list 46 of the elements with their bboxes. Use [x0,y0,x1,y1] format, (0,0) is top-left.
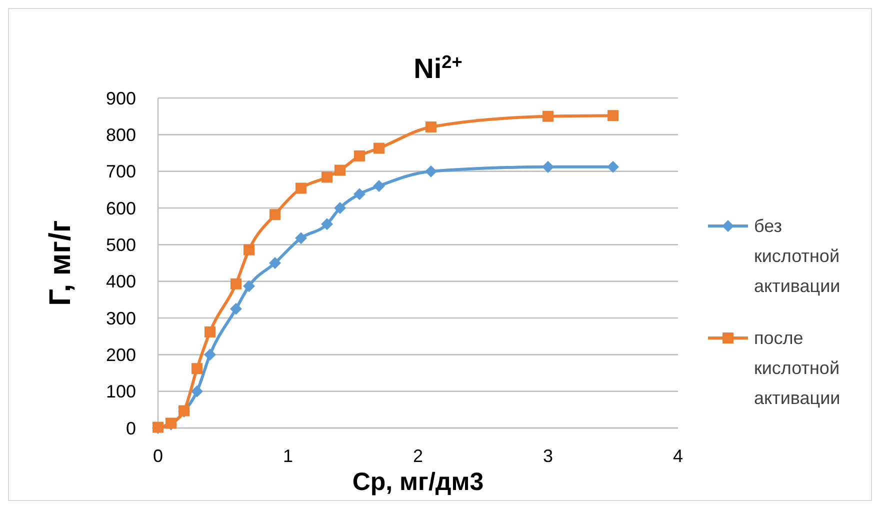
x-tick-label: 2 [412,446,424,466]
point [374,142,384,154]
x-tick-label: 4 [672,446,684,466]
point [296,182,306,194]
x-tick-label: 3 [542,446,554,466]
point [334,164,346,176]
point [321,218,333,230]
y-tick-label: 600 [106,198,136,218]
y-tick-label: 900 [106,88,136,108]
point [354,150,365,162]
y-tick-label: 0 [126,418,136,438]
y-tick-label: 500 [106,234,136,255]
x-axis-title: Ср, мг/дм3 [352,468,484,496]
y-axis-title: Г, мг/г [44,220,77,306]
point [608,110,618,122]
point [542,160,554,173]
point [243,280,255,292]
legend-label: без кислотной активации [754,216,840,296]
point [607,160,619,173]
x-tick-label: 1 [282,446,294,466]
point [244,244,254,256]
point [191,385,203,398]
y-tick-label: 200 [106,344,136,365]
x-tick-label: 0 [152,446,164,466]
y-tick-label: 700 [106,162,136,182]
point [426,121,436,132]
point [322,172,332,183]
point [425,165,437,178]
point [373,180,385,192]
point [204,326,216,338]
point [204,348,216,361]
y-tick-label: 400 [106,272,136,292]
chart-title: Ni$^{2+}$ [414,52,462,84]
point [270,209,280,220]
point [230,302,242,315]
legend-label: после кислотной активации [754,328,840,408]
point [230,278,242,290]
y-tick-label: 300 [106,308,136,328]
point [192,363,202,374]
point [334,202,346,214]
point [269,257,281,269]
y-tick-label: 800 [106,124,136,145]
point [542,110,554,122]
y-tick-label: 100 [106,382,136,402]
point [354,188,366,200]
point [295,232,307,244]
